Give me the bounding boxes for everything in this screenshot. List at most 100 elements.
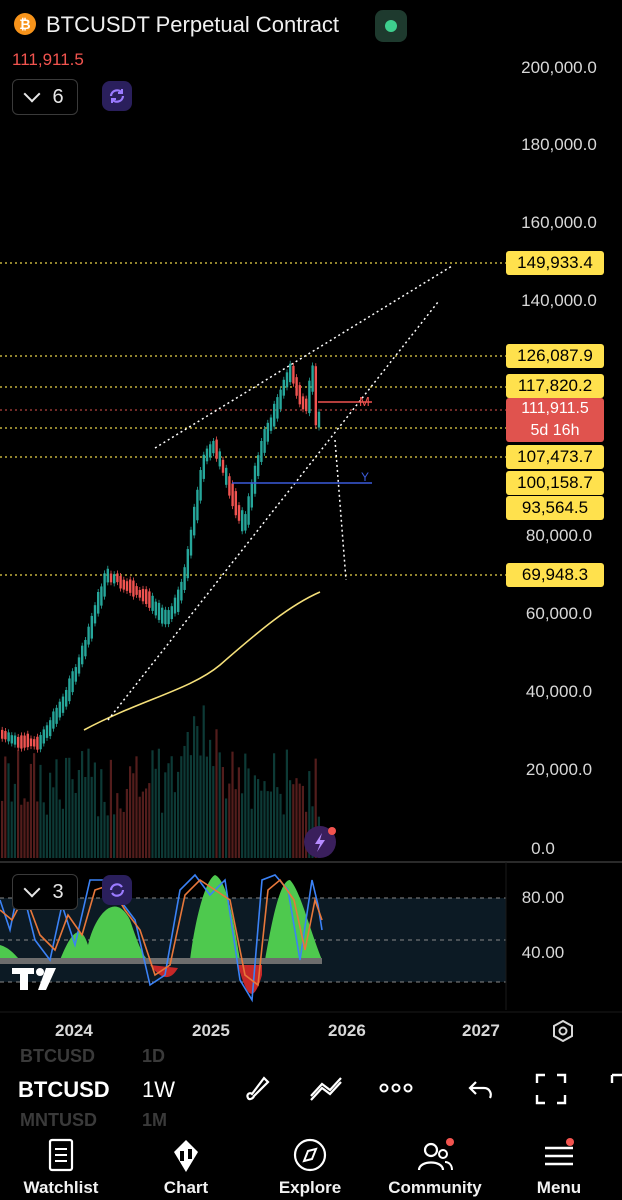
volume-bar [119, 808, 122, 858]
candle-body [97, 591, 100, 614]
tab-community[interactable]: Community [380, 1130, 490, 1200]
volume-bar [81, 751, 84, 858]
volume-bars [1, 705, 320, 858]
trendline-tool-icon[interactable] [308, 1072, 344, 1104]
volume-bar [308, 771, 311, 858]
price-level-tag[interactable]: 100,158.7 [506, 471, 604, 495]
price-level-tag[interactable]: 93,564.5 [506, 496, 604, 520]
tab-label: Menu [536, 1178, 582, 1197]
price-level-tag[interactable]: 107,473.7 [506, 445, 604, 469]
refresh-icon[interactable] [102, 81, 132, 111]
oscillator-toggle[interactable]: 3 [12, 874, 78, 910]
volume-bar [173, 792, 176, 858]
candle-body [157, 602, 161, 620]
trend-lines [107, 265, 453, 721]
volume-bar [161, 812, 164, 858]
candle-body [199, 470, 202, 501]
candle-body [13, 735, 17, 745]
flash-alert-icon[interactable] [304, 826, 336, 858]
candle-body [260, 440, 263, 462]
volume-bar [241, 793, 244, 858]
oscillator-axis-label: 80.00 [521, 888, 565, 907]
tab-explore[interactable]: Explore [255, 1130, 365, 1200]
symbol-selector[interactable]: BTCUSD [18, 1077, 110, 1102]
candle-body [250, 482, 253, 508]
interval-selector[interactable]: 1W [142, 1077, 175, 1102]
undo-icon[interactable] [466, 1074, 496, 1104]
toolbar-overflow-icon[interactable] [608, 1072, 622, 1106]
candle-body [237, 505, 241, 521]
notification-dot [566, 1138, 574, 1146]
price-level-tag[interactable]: 117,820.2 [506, 374, 604, 398]
volume-bar [138, 796, 141, 858]
price-level-tag[interactable]: 69,948.3 [506, 563, 604, 587]
volume-bar [55, 759, 58, 858]
upper-trendline [154, 265, 453, 449]
volume-bar [7, 763, 10, 858]
candle-body [193, 506, 196, 536]
price-level-tag[interactable]: 149,933.4 [506, 251, 604, 275]
candle-body [305, 398, 308, 412]
volume-bar [295, 778, 298, 858]
volume-bar [148, 783, 151, 858]
volume-bar [109, 759, 112, 858]
volume-bar [279, 793, 282, 858]
volume-bar [234, 789, 237, 858]
candle-body [170, 606, 173, 620]
time-axis-label: 2024 [55, 1021, 93, 1040]
volume-bar [177, 771, 180, 858]
candle-body [247, 496, 250, 525]
volume-bar [84, 776, 87, 858]
tab-menu[interactable]: Menu [504, 1130, 614, 1200]
indicator-count: 6 [52, 85, 64, 108]
symbol-ghost-below: MNTUSD [20, 1110, 97, 1130]
volume-bar [87, 748, 90, 858]
tradingview-logo-icon [10, 964, 68, 992]
brush-icon[interactable] [240, 1072, 272, 1104]
tab-chart[interactable]: Chart [131, 1130, 241, 1200]
refresh-icon[interactable] [102, 875, 132, 905]
volume-bar [65, 757, 68, 858]
volume-bar [77, 769, 80, 858]
time-axis-label: 2026 [328, 1021, 366, 1040]
candle-body [148, 591, 151, 608]
horizontal-levels [0, 262, 506, 576]
candle-body [84, 639, 87, 657]
volume-bar [253, 775, 256, 858]
current-price-value: 111,911.5 [521, 400, 589, 417]
candle-body [279, 389, 282, 410]
candle-body [263, 429, 266, 453]
candle-body [314, 366, 317, 426]
candle-body [119, 575, 122, 589]
volume-bar [93, 762, 96, 858]
candle-body [93, 605, 97, 624]
chart-settings-icon[interactable] [552, 1019, 574, 1043]
candle-body [81, 645, 84, 665]
interval-ghost-above: 1D [142, 1046, 166, 1066]
price-level-tag[interactable]: 126,087.9 [506, 344, 604, 368]
symbol-title[interactable]: BTCUSDT Perpetual Contract [46, 12, 340, 37]
volume-bar [10, 801, 13, 858]
tab-watchlist[interactable]: Watchlist [6, 1130, 116, 1200]
candle-body [282, 379, 285, 396]
market-status-button[interactable] [375, 10, 407, 42]
candle-body [116, 573, 119, 583]
candle-body [244, 514, 247, 531]
candle-body [301, 396, 305, 410]
candle-body [39, 735, 42, 750]
users-icon [415, 1138, 455, 1174]
volume-bar [125, 788, 128, 858]
current-price-tag[interactable]: 111,911.5 5d 16h [506, 398, 604, 442]
fullscreen-icon[interactable] [534, 1072, 568, 1106]
candle-body [58, 701, 61, 718]
indicators-toggle[interactable]: 6 [12, 79, 78, 115]
candle-body [113, 574, 116, 584]
candle-body [71, 671, 74, 693]
price-axis-label: 200,000.0 [521, 58, 597, 77]
compass-icon [290, 1138, 330, 1174]
more-icon[interactable] [378, 1076, 414, 1100]
menu-icon [539, 1138, 579, 1174]
candle-body [161, 607, 164, 624]
candle-body [317, 411, 321, 428]
